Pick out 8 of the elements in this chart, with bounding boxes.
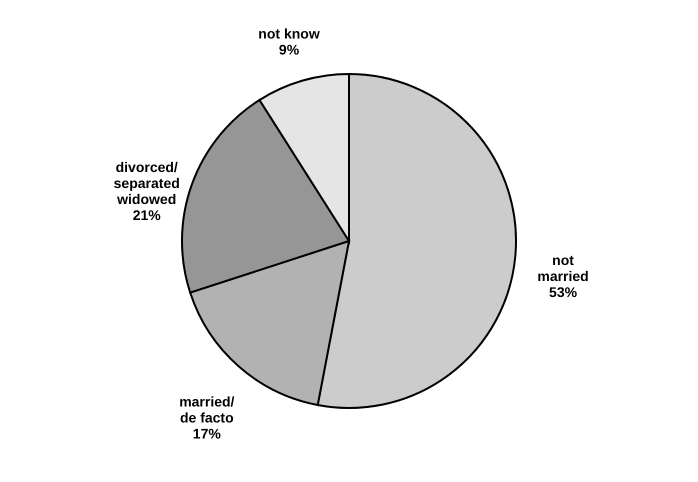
- data-label: 53%: [549, 284, 578, 300]
- slice-label: not know: [258, 26, 320, 42]
- slice-label: married/ de facto: [179, 393, 235, 426]
- data-label: 21%: [132, 207, 162, 224]
- slice-label: divorced/ separated widowed: [114, 159, 180, 208]
- data-label: 9%: [278, 42, 300, 58]
- data-label: 17%: [192, 425, 222, 442]
- slice-label: not married: [537, 252, 589, 284]
